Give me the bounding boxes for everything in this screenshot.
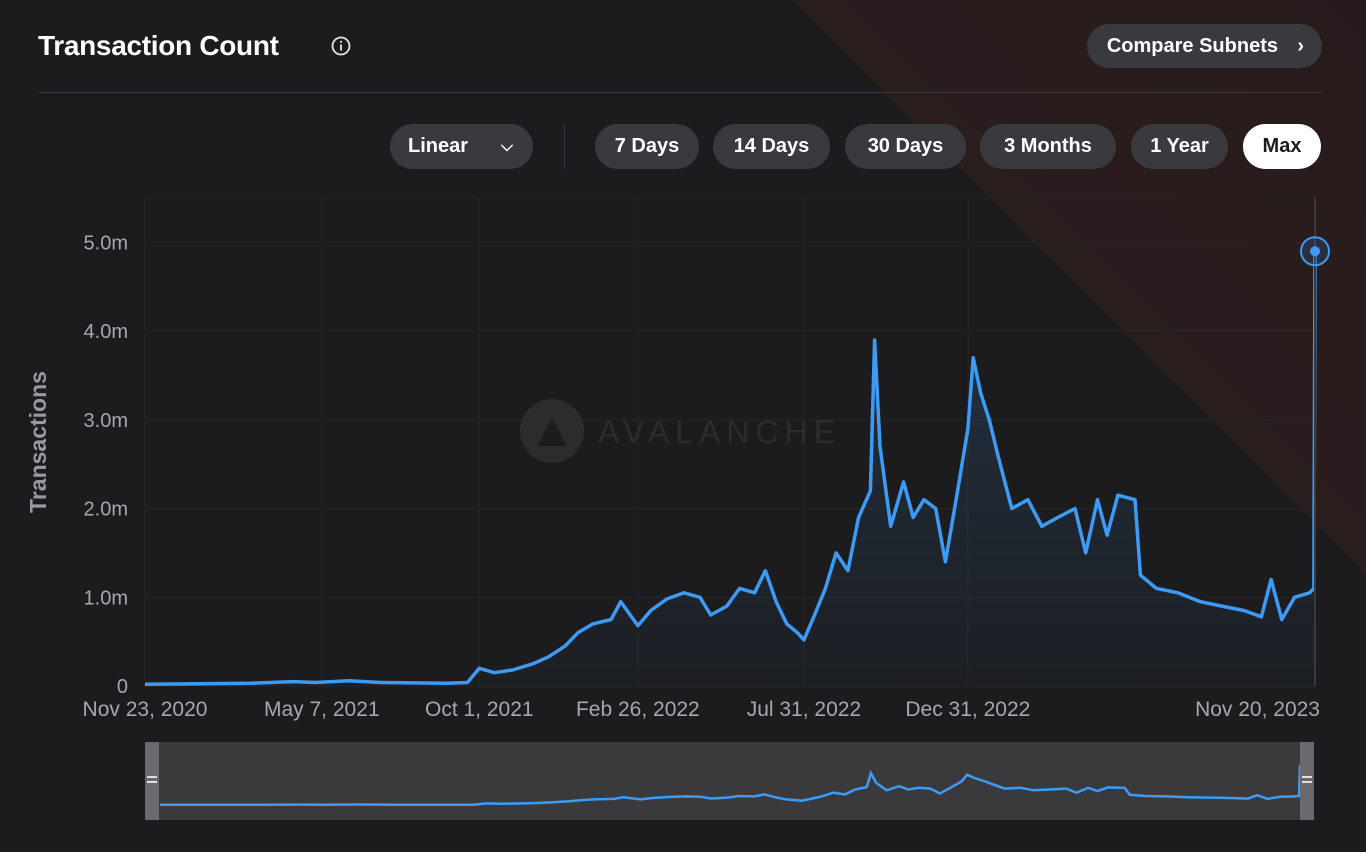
scale-label: Linear — [408, 135, 469, 157]
y-tick-label: 3.0m — [84, 410, 128, 432]
header-divider — [38, 92, 1322, 93]
chevron-right-icon: › — [1297, 35, 1304, 57]
x-tick-label: Nov 20, 2023 — [1195, 698, 1320, 721]
hover-marker-dot — [1310, 246, 1320, 257]
range-navigator[interactable] — [145, 742, 1314, 820]
y-tick-label: 0 — [117, 676, 128, 698]
compare-subnets-label: Compare Subnets — [1106, 35, 1278, 57]
x-tick-label: Nov 23, 2020 — [83, 698, 208, 721]
chevron-down-icon: ⌵ — [500, 138, 513, 155]
x-tick-label: Feb 26, 2022 — [576, 698, 700, 721]
page-title: Transaction Count — [38, 30, 279, 61]
navigator-line — [160, 764, 1302, 807]
grip-icon — [1302, 776, 1312, 778]
y-tick-label: 1.0m — [84, 587, 128, 609]
series-line — [144, 251, 1317, 686]
range-3-months-button[interactable]: 3 Months — [980, 124, 1116, 169]
x-tick-label: Oct 1, 2021 — [425, 698, 534, 721]
y-axis-label: Transactions — [25, 371, 51, 513]
y-tick-label: 4.0m — [84, 321, 128, 343]
series-area — [145, 251, 1315, 686]
range-max-button[interactable]: Max — [1243, 124, 1321, 169]
grip-icon — [1302, 781, 1312, 783]
info-icon[interactable] — [331, 36, 351, 56]
y-axis: 0 1.0m 2.0m 3.0m 4.0m 5.0m — [84, 232, 128, 698]
controls-divider — [564, 124, 565, 169]
grip-icon — [147, 776, 157, 778]
watermark-text: AVALANCHE — [598, 414, 841, 450]
range-14-days-button[interactable]: 14 Days — [713, 124, 830, 169]
scale-dropdown[interactable]: Linear ⌵ — [390, 124, 533, 169]
avalanche-watermark: AVALANCHE — [520, 399, 841, 463]
navigator-window — [145, 742, 1314, 820]
plot-area — [144, 198, 1330, 686]
range-7-days-button[interactable]: 7 Days — [595, 124, 699, 169]
grip-icon — [147, 781, 157, 783]
y-tick-label: 5.0m — [84, 232, 128, 254]
range-30-days-button[interactable]: 30 Days — [845, 124, 966, 169]
range-1-year-button[interactable]: 1 Year — [1131, 124, 1228, 169]
x-axis: Nov 23, 2020 May 7, 2021 Oct 1, 2021 Feb 26… — [83, 698, 1320, 721]
x-tick-label: May 7, 2021 — [264, 698, 380, 721]
x-tick-label: Dec 31, 2022 — [905, 698, 1030, 721]
compare-subnets-button[interactable]: Compare Subnets › — [1086, 24, 1322, 68]
chart-header: Transaction Count Compare Subnets › — [38, 24, 1322, 92]
y-tick-label: 2.0m — [84, 499, 128, 521]
x-tick-label: Jul 31, 2022 — [747, 698, 861, 721]
